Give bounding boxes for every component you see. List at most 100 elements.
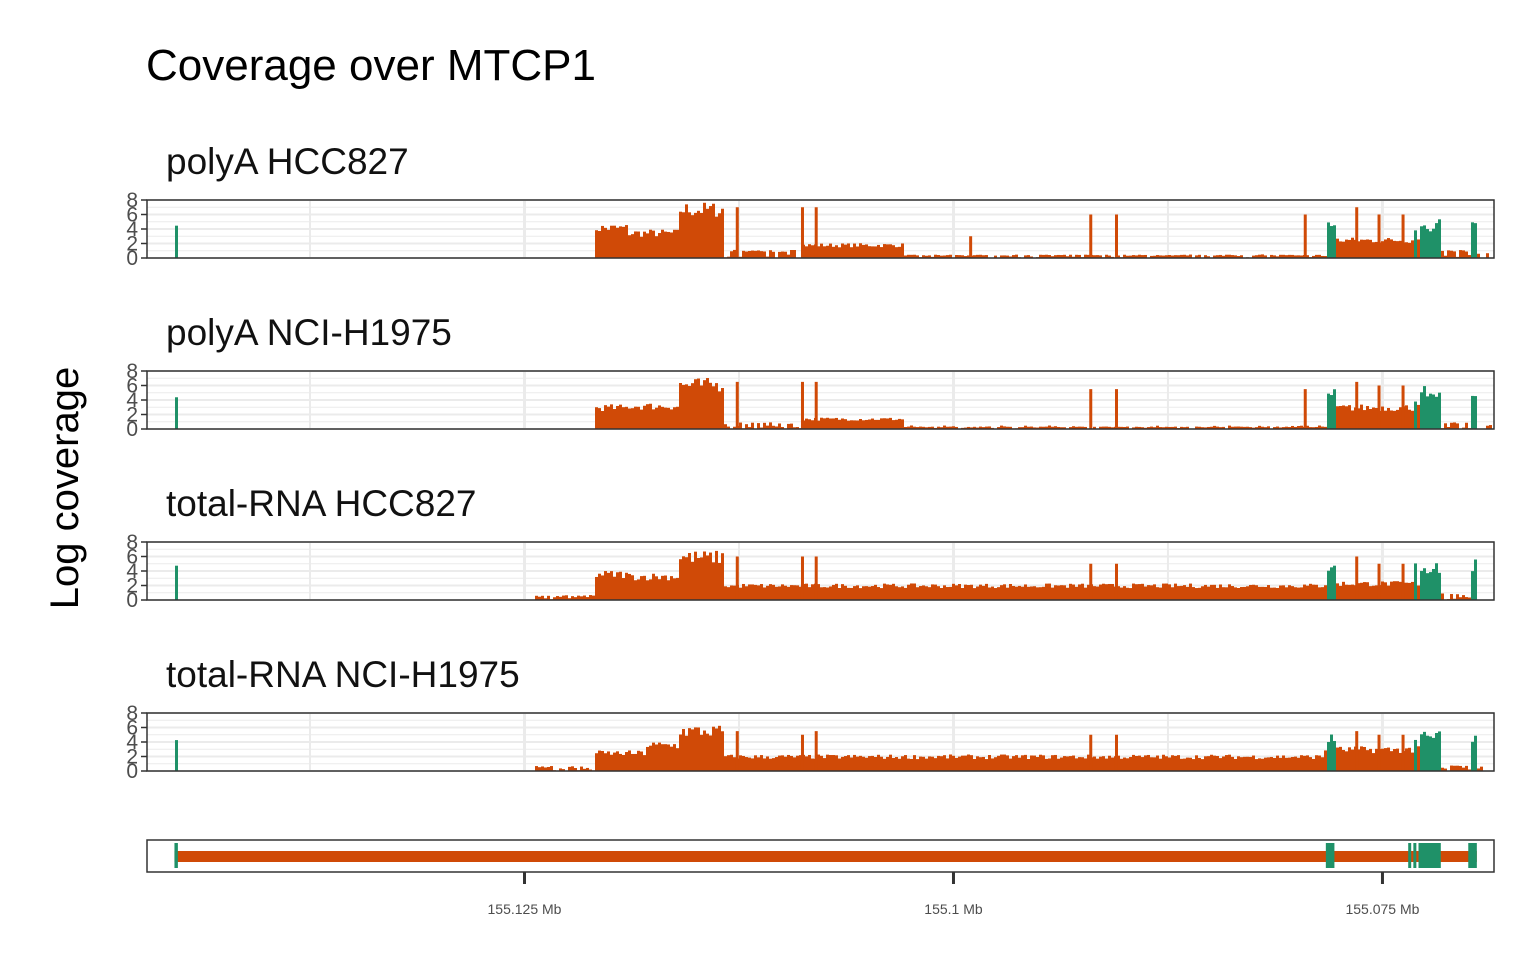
coverage-bar [1258,425,1261,429]
coverage-bar [1231,255,1234,258]
coverage-bar [1426,229,1429,258]
coverage-bar [628,408,631,429]
coverage-bar [829,755,832,771]
coverage-bar [850,587,853,600]
chart-title: Coverage over MTCP1 [146,41,596,90]
coverage-bar [1063,254,1066,258]
coverage-bar [661,406,664,429]
coverage-bar [850,247,853,258]
coverage-bar [1207,756,1210,771]
coverage-bar [1210,426,1213,429]
coverage-bar [1396,241,1399,258]
coverage-bar [634,753,637,771]
coverage-bar [1168,757,1171,771]
y-tick-label: 4 [126,218,138,241]
coverage-bar [1132,583,1135,600]
coverage-bar [751,422,754,429]
coverage-bar [703,730,706,771]
coverage-bar [1123,757,1126,771]
coverage-bar [829,243,832,258]
coverage-bar [664,575,667,600]
coverage-bar [997,587,1000,600]
coverage-bar [1450,594,1453,600]
coverage-bar [754,250,757,258]
coverage-bar [928,255,931,258]
coverage-bar [553,597,556,600]
coverage-bar [175,740,178,771]
coverage-bar [1441,593,1444,600]
coverage-bar [1051,426,1054,429]
coverage-bar [1417,239,1420,258]
coverage-bar [721,553,724,600]
coverage-bar [1393,581,1396,600]
coverage-bar [625,572,628,600]
coverage-bar [967,426,970,429]
coverage-bar [946,587,949,600]
coverage-bar [649,579,652,600]
coverage-bar [1204,427,1207,429]
coverage-bar [688,553,691,600]
coverage-bar [1351,410,1354,429]
coverage-bar [595,230,598,258]
coverage-bar [877,754,880,771]
coverage-bar [1384,239,1387,258]
coverage-bar [1228,754,1231,771]
coverage-bar [1075,586,1078,600]
coverage-bar [1366,406,1369,429]
coverage-bar [682,212,685,258]
coverage-bar [1387,585,1390,600]
coverage-bar [793,250,796,258]
coverage-bar [745,586,748,600]
coverage-bar [1096,758,1099,771]
coverage-bar [1018,427,1021,429]
coverage-bar [1453,251,1456,258]
coverage-bar [1333,389,1336,429]
coverage-bar [643,755,646,771]
coverage-bar [1351,584,1354,600]
coverage-bar [1243,426,1246,429]
coverage-bar [1006,587,1009,600]
coverage-bar [742,755,745,771]
coverage-bar [985,583,988,600]
coverage-bar [1441,767,1444,771]
coverage-bar [1312,427,1315,429]
coverage-bar [790,423,793,429]
coverage-bar [844,419,847,429]
coverage-bar [1234,758,1237,771]
coverage-bar [1468,769,1471,771]
coverage-bar [1432,394,1435,429]
coverage-bar [739,422,742,429]
coverage-bar [1087,584,1090,600]
coverage-bar [1051,587,1054,600]
coverage-bar [1150,426,1153,429]
coverage-bar [541,766,544,771]
coverage-bar [1288,427,1291,429]
coverage-bar [1192,587,1195,600]
coverage-bar [658,405,661,429]
coverage-bar [1465,765,1468,771]
coverage-bar [634,580,637,600]
coverage-bar [1333,225,1336,258]
coverage-bar [610,404,613,429]
coverage-bar [787,254,790,258]
coverage-bar [1171,255,1174,258]
coverage-bar [1273,757,1276,771]
coverage-bar [1336,406,1339,429]
coverage-bar [1369,408,1372,429]
coverage-bar [796,755,799,771]
coverage-bar [1039,587,1042,600]
coverage-bar [1123,586,1126,600]
coverage-bar [1348,405,1351,429]
coverage-bar [559,768,562,771]
coverage-bar [547,766,550,771]
coverage-bar [652,230,655,258]
coverage-bar [1435,563,1438,600]
coverage-spike [1401,385,1405,429]
coverage-bar [712,203,715,258]
coverage-bar [1057,254,1060,258]
coverage-bar [733,249,736,258]
coverage-spike [1355,556,1359,600]
coverage-bar [637,579,640,600]
coverage-bar [1210,584,1213,600]
coverage-bar [985,759,988,771]
